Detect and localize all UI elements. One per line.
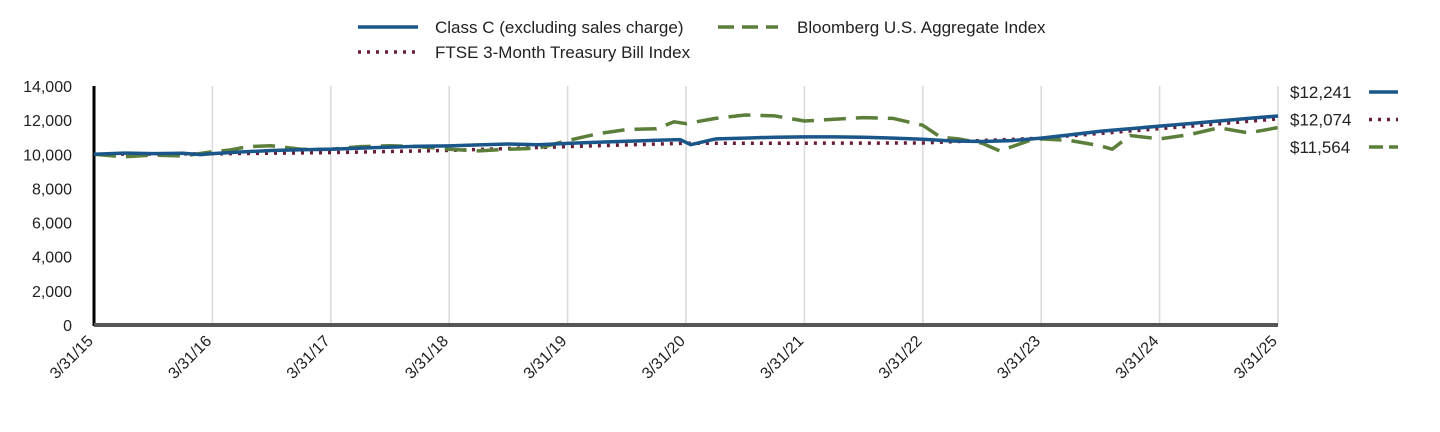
y-tick-label: 6,000	[32, 216, 72, 233]
x-tick-label: 3/31/16	[165, 333, 215, 383]
x-tick-label: 3/31/24	[1113, 333, 1163, 383]
legend-label: Class C (excluding sales charge)	[435, 18, 684, 37]
x-tick-label: 3/31/20	[639, 333, 689, 383]
x-tick-label: 3/31/21	[757, 333, 807, 383]
legend-label: FTSE 3-Month Treasury Bill Index	[435, 43, 691, 62]
end-value-labels: $12,241 $12,074 $11,564	[1290, 83, 1398, 157]
end-value-label: $12,074	[1290, 111, 1351, 130]
y-tick-label: 2,000	[32, 284, 72, 301]
x-tick-label: 3/31/15	[47, 333, 97, 383]
y-tick-label: 12,000	[23, 113, 72, 130]
legend: Class C (excluding sales charge) Bloomber…	[358, 18, 1046, 62]
y-tick-label: 14,000	[23, 79, 72, 96]
y-tick-label: 10,000	[23, 147, 72, 164]
x-tick-label: 3/31/22	[876, 333, 926, 383]
x-tick-label: 3/31/18	[402, 333, 452, 383]
end-value-label: $11,564	[1290, 138, 1350, 157]
grid-lines	[211, 86, 1279, 325]
x-tick-label: 3/31/23	[994, 333, 1044, 383]
y-tick-label: 0	[63, 318, 72, 335]
x-tick-label: 3/31/25	[1231, 333, 1281, 383]
series-lines	[93, 113, 1279, 159]
x-tick-label: 3/31/19	[521, 333, 571, 383]
series-line	[93, 113, 1279, 159]
end-value-label: $12,241	[1290, 83, 1351, 102]
x-tick-label: 3/31/17	[284, 333, 334, 383]
y-tick-label: 4,000	[32, 250, 72, 267]
series-line	[93, 114, 1279, 157]
y-tick-label: 8,000	[32, 181, 72, 198]
legend-label: Bloomberg U.S. Aggregate Index	[797, 18, 1046, 37]
